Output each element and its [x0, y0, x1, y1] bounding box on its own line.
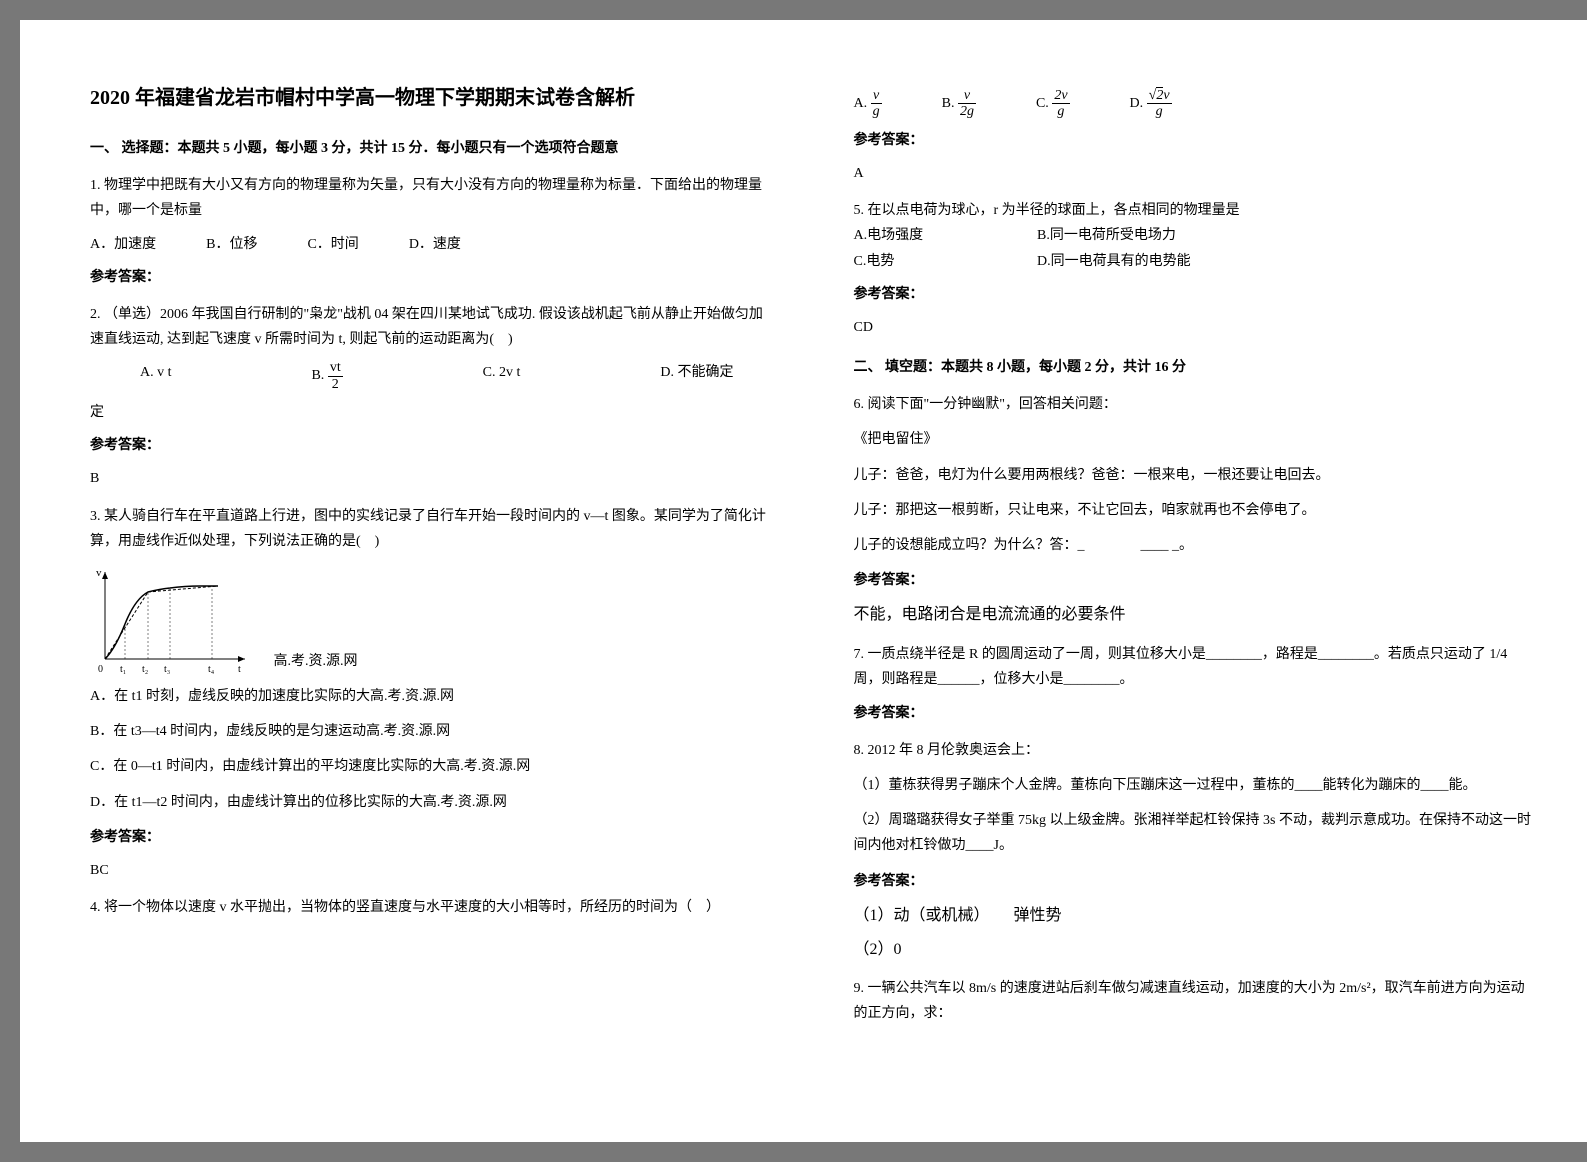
- section1-header: 一、 选择题：本题共 5 小题，每小题 3 分，共计 15 分．每小题只有一个选…: [90, 136, 774, 161]
- q7-text: 7. 一质点绕半径是 R 的圆周运动了一周，则其位移大小是________，路程…: [854, 642, 1538, 692]
- velocity-time-graph-icon: v 0 t₁ t₂ t₃ t₄ t: [90, 564, 250, 674]
- q1-opt-b: B．位移: [206, 232, 257, 257]
- q8-answer2: （2）0: [854, 936, 1538, 965]
- question-8: 8. 2012 年 8 月伦敦奥运会上： （1）董栋获得男子蹦床个人金牌。董栋向…: [854, 738, 1538, 965]
- question-4: 4. 将一个物体以速度 v 水平抛出，当物体的竖直速度与水平速度的大小相等时，所…: [90, 895, 774, 920]
- q3-opt-a: A．在 t1 时刻，虚线反映的加速度比实际的大高.考.资.源.网: [90, 684, 774, 709]
- q5-text: 5. 在以点电荷为球心，r 为半径的球面上，各点相同的物理量是: [854, 198, 1538, 223]
- question-3: 3. 某人骑自行车在平直道路上行进，图中的实线记录了自行车开始一段时间内的 v—…: [90, 504, 774, 884]
- question-1: 1. 物理学中把既有大小又有方向的物理量称为矢量，只有大小没有方向的物理量称为标…: [90, 173, 774, 290]
- q5-opt-b: B.同一电荷所受电场力: [1037, 228, 1176, 243]
- q4-opt-a: A. v g: [854, 88, 882, 120]
- q3-text: 3. 某人骑自行车在平直道路上行进，图中的实线记录了自行车开始一段时间内的 v—…: [90, 504, 774, 554]
- q2-text: 2. （单选）2006 年我国自行研制的"枭龙"战机 04 架在四川某地试飞成功…: [90, 302, 774, 352]
- q5-opt-a: A.电场强度: [854, 223, 1034, 248]
- svg-text:t₃: t₃: [164, 664, 170, 674]
- q4-opt-b: B. v 2g: [942, 88, 976, 120]
- q4-answer: A: [854, 161, 1538, 186]
- section2-header: 二、 填空题：本题共 8 小题，每小题 2 分，共计 16 分: [854, 355, 1538, 380]
- svg-text:t₂: t₂: [142, 664, 148, 674]
- q6-line2: 儿子：那把这一根剪断，只让电来，不让它回去，咱家就再也不会停电了。: [854, 498, 1538, 523]
- q6-line1: 儿子：爸爸，电灯为什么要用两根线？爸爸：一根来电，一根还要让电回去。: [854, 463, 1538, 488]
- right-column: A. v g B. v 2g C. 2v g: [834, 80, 1558, 1082]
- q8-text: 8. 2012 年 8 月伦敦奥运会上：: [854, 738, 1538, 763]
- q1-opt-c: C．时间: [307, 232, 358, 257]
- q5-opt-c: C.电势: [854, 249, 1034, 274]
- q2-opt-b: B. vt 2: [311, 360, 342, 392]
- svg-text:v: v: [96, 567, 102, 579]
- q8-answer-label: 参考答案：: [854, 869, 1538, 894]
- q5-options-row1: A.电场强度 B.同一电荷所受电场力: [854, 223, 1538, 248]
- q2-opt-c: C. 2v t: [483, 360, 521, 392]
- question-9: 9. 一辆公共汽车以 8m/s 的速度进站后刹车做匀减速直线运动，加速度的大小为…: [854, 976, 1538, 1026]
- svg-text:t: t: [238, 664, 241, 674]
- svg-text:0: 0: [98, 664, 103, 674]
- question-2: 2. （单选）2006 年我国自行研制的"枭龙"战机 04 架在四川某地试飞成功…: [90, 302, 774, 492]
- fraction-icon: v g: [871, 88, 882, 120]
- q6-story-title: 《把电留住》: [854, 427, 1538, 452]
- q1-answer-label: 参考答案：: [90, 265, 774, 290]
- q5-opt-d: D.同一电荷具有的电势能: [1037, 254, 1191, 269]
- q1-opt-a: A．加速度: [90, 232, 156, 257]
- q5-answer: CD: [854, 315, 1538, 340]
- q2-answer-label: 参考答案：: [90, 433, 774, 458]
- q2-opt-d: D. 不能确定: [660, 360, 733, 392]
- fraction-icon: vt 2: [328, 360, 343, 392]
- question-5: 5. 在以点电荷为球心，r 为半径的球面上，各点相同的物理量是 A.电场强度 B…: [854, 198, 1538, 340]
- q1-text: 1. 物理学中把既有大小又有方向的物理量称为矢量，只有大小没有方向的物理量称为标…: [90, 173, 774, 223]
- q6-answer-label: 参考答案：: [854, 568, 1538, 593]
- exam-page: 2020 年福建省龙岩市帽村中学高一物理下学期期末试卷含解析 一、 选择题：本题…: [20, 20, 1587, 1142]
- q6-text: 6. 阅读下面"一分钟幽默"，回答相关问题：: [854, 392, 1538, 417]
- q1-opt-d: D．速度: [409, 232, 461, 257]
- q9-text: 9. 一辆公共汽车以 8m/s 的速度进站后刹车做匀减速直线运动，加速度的大小为…: [854, 976, 1538, 1026]
- svg-text:t₄: t₄: [208, 664, 215, 674]
- q3-opt-b: B．在 t3—t4 时间内，虚线反映的是匀速运动高.考.资.源.网: [90, 719, 774, 744]
- q4-opt-d: D. √2v g: [1130, 88, 1172, 120]
- exam-title: 2020 年福建省龙岩市帽村中学高一物理下学期期末试卷含解析: [90, 80, 774, 116]
- q2-options: A. v t B. vt 2 C. 2v t D. 不能确定: [90, 360, 774, 392]
- q5-answer-label: 参考答案：: [854, 282, 1538, 307]
- q3-opt-c: C．在 0—t1 时间内，由虚线计算出的平均速度比实际的大高.考.资.源.网: [90, 754, 774, 779]
- q3-answer: BC: [90, 858, 774, 883]
- left-column: 2020 年福建省龙岩市帽村中学高一物理下学期期末试卷含解析 一、 选择题：本题…: [70, 80, 794, 1082]
- q4-answer-label: 参考答案：: [854, 128, 1538, 153]
- q4-options: A. v g B. v 2g C. 2v g: [854, 88, 1538, 120]
- q3-answer-label: 参考答案：: [90, 825, 774, 850]
- question-7: 7. 一质点绕半径是 R 的圆周运动了一周，则其位移大小是________，路程…: [854, 642, 1538, 726]
- q4-text: 4. 将一个物体以速度 v 水平抛出，当物体的竖直速度与水平速度的大小相等时，所…: [90, 895, 774, 920]
- q8-line1: （1）董栋获得男子蹦床个人金牌。董栋向下压蹦床这一过程中，董栋的____能转化为…: [854, 773, 1538, 798]
- q8-line2: （2）周璐璐获得女子举重 75kg 以上级金牌。张湘祥举起杠铃保持 3s 不动，…: [854, 808, 1538, 858]
- fraction-icon: v 2g: [958, 88, 976, 120]
- q4-opt-c: C. 2v g: [1036, 88, 1070, 120]
- q2-extra: 定: [90, 400, 774, 425]
- q3-graph-container: v 0 t₁ t₂ t₃ t₄ t 高.考.资.源.网: [90, 564, 774, 674]
- q3-opt-d: D．在 t1—t2 时间内，由虚线计算出的位移比实际的大高.考.资.源.网: [90, 790, 774, 815]
- svg-text:t₁: t₁: [120, 664, 126, 674]
- q2-answer: B: [90, 466, 774, 491]
- q8-answer1: （1）动（或机械） 弹性势: [854, 902, 1538, 931]
- q2-opt-a: A. v t: [140, 360, 172, 392]
- q5-options-row2: C.电势 D.同一电荷具有的电势能: [854, 249, 1538, 274]
- q3-graph-label: 高.考.资.源.网: [274, 649, 358, 674]
- question-6: 6. 阅读下面"一分钟幽默"，回答相关问题： 《把电留住》 儿子：爸爸，电灯为什…: [854, 392, 1538, 630]
- fraction-icon: 2v g: [1052, 88, 1069, 120]
- q7-answer-label: 参考答案：: [854, 701, 1538, 726]
- fraction-icon: √2v g: [1147, 88, 1172, 120]
- q6-line3: 儿子的设想能成立吗？为什么？答：_ ____ _。: [854, 533, 1538, 558]
- q6-answer: 不能，电路闭合是电流流通的必要条件: [854, 601, 1538, 630]
- q1-options: A．加速度 B．位移 C．时间 D．速度: [90, 232, 774, 257]
